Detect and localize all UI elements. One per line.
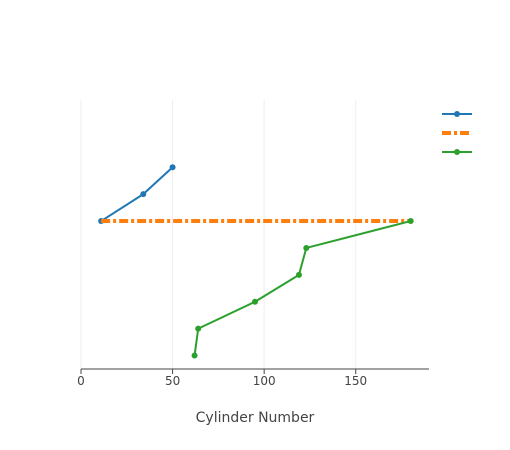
- series-1: [98, 164, 176, 225]
- x-axis-ticks: 0 50 100 150: [77, 369, 367, 388]
- grid-layer: [80, 100, 357, 369]
- legend-swatch-marker: [454, 111, 460, 117]
- series-3-point: [407, 218, 414, 225]
- legend[interactable]: [442, 111, 472, 155]
- legend-item-1[interactable]: [442, 111, 472, 117]
- series-3-point: [295, 271, 302, 278]
- x-tick-label: 150: [344, 374, 367, 388]
- series-layer: [98, 164, 414, 359]
- x-axis-title: Cylinder Number: [196, 410, 315, 426]
- series-3-point: [195, 325, 202, 332]
- legend-swatch-marker: [454, 149, 460, 155]
- series-3: [191, 218, 414, 359]
- series-3-line: [193, 220, 411, 356]
- series-3-point: [303, 244, 310, 251]
- series-3-point: [252, 298, 258, 305]
- series-1-line: [100, 166, 174, 222]
- series-1-point: [169, 164, 176, 171]
- legend-item-3[interactable]: [442, 149, 472, 155]
- x-tick-label: 0: [77, 374, 85, 388]
- series-3-point: [191, 352, 198, 359]
- x-tick-label: 100: [253, 374, 276, 388]
- x-tick-label: 50: [165, 374, 180, 388]
- series-1-point: [140, 191, 147, 198]
